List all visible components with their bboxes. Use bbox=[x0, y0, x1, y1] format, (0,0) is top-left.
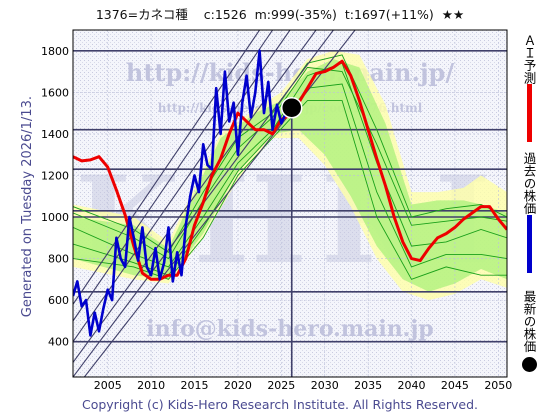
ensemble-line bbox=[73, 66, 507, 260]
legend-label-latest: 最新の株価 bbox=[521, 290, 537, 353]
legend-swatch-past bbox=[526, 214, 532, 273]
legend-item-ai: ＡＩ予測 bbox=[518, 30, 540, 142]
y-tick-label: 600 bbox=[48, 294, 69, 307]
legend: ＡＩ予測 過去の株価 最新の株価 bbox=[518, 30, 540, 380]
x-tick-label: 2020 bbox=[224, 379, 252, 392]
ensemble-line bbox=[73, 54, 507, 253]
header-line: 1376=カネコ種 c:1526 m:999(-35%) t:1697(+11%… bbox=[0, 4, 560, 23]
ensemble-line bbox=[73, 100, 507, 280]
ensemble-line bbox=[73, 62, 507, 268]
legend-item-latest: 最新の株価 bbox=[518, 286, 540, 372]
trend-line bbox=[73, 30, 261, 305]
trend-line bbox=[73, 30, 291, 342]
legend-swatch-latest bbox=[521, 356, 537, 372]
x-tick-label: 2035 bbox=[354, 379, 382, 392]
header-model: m:999(-35%) bbox=[254, 7, 337, 22]
x-tick-label: 2005 bbox=[94, 379, 122, 392]
watermark-email: info@kids-hero.main.jp bbox=[146, 316, 433, 342]
x-tick-label: 2025 bbox=[267, 379, 295, 392]
legend-label-past: 過去の株価 bbox=[521, 152, 537, 215]
plot-frame bbox=[72, 29, 508, 378]
latest-price-marker bbox=[280, 96, 303, 119]
trend-line bbox=[73, 30, 317, 363]
y-tick-label: 400 bbox=[48, 336, 69, 349]
y-tick-label: 1400 bbox=[41, 128, 69, 141]
header-close: c:1526 bbox=[203, 7, 247, 22]
header-target: t:1697(+11%) bbox=[344, 7, 434, 22]
header-stars: ★★ bbox=[441, 7, 465, 22]
x-tick-label: 2045 bbox=[441, 379, 469, 392]
copyright-notice: Copyright (c) Kids-Hero Research Institu… bbox=[81, 397, 479, 412]
x-tick-label: 2040 bbox=[398, 379, 426, 392]
y-tick-label: 1200 bbox=[41, 169, 69, 182]
past-price-line bbox=[73, 49, 292, 337]
y-tick-label: 1600 bbox=[41, 86, 69, 99]
legend-label-ai: ＡＩ予測 bbox=[521, 34, 537, 84]
legend-swatch-ai bbox=[526, 84, 532, 142]
y-tick-label: 800 bbox=[48, 253, 69, 266]
x-tick-label: 2050 bbox=[484, 379, 512, 392]
x-tick-label: 2030 bbox=[311, 379, 339, 392]
x-tick-label: 2015 bbox=[181, 379, 209, 392]
header-code-name: 1376=カネコ種 bbox=[95, 7, 188, 22]
y-tick-label: 1000 bbox=[41, 211, 69, 224]
trend-line bbox=[73, 30, 274, 322]
y-tick-label: 1800 bbox=[41, 45, 69, 58]
legend-item-past: 過去の株価 bbox=[518, 148, 540, 273]
x-tick-label: 2010 bbox=[137, 379, 165, 392]
trend-line bbox=[83, 30, 356, 377]
